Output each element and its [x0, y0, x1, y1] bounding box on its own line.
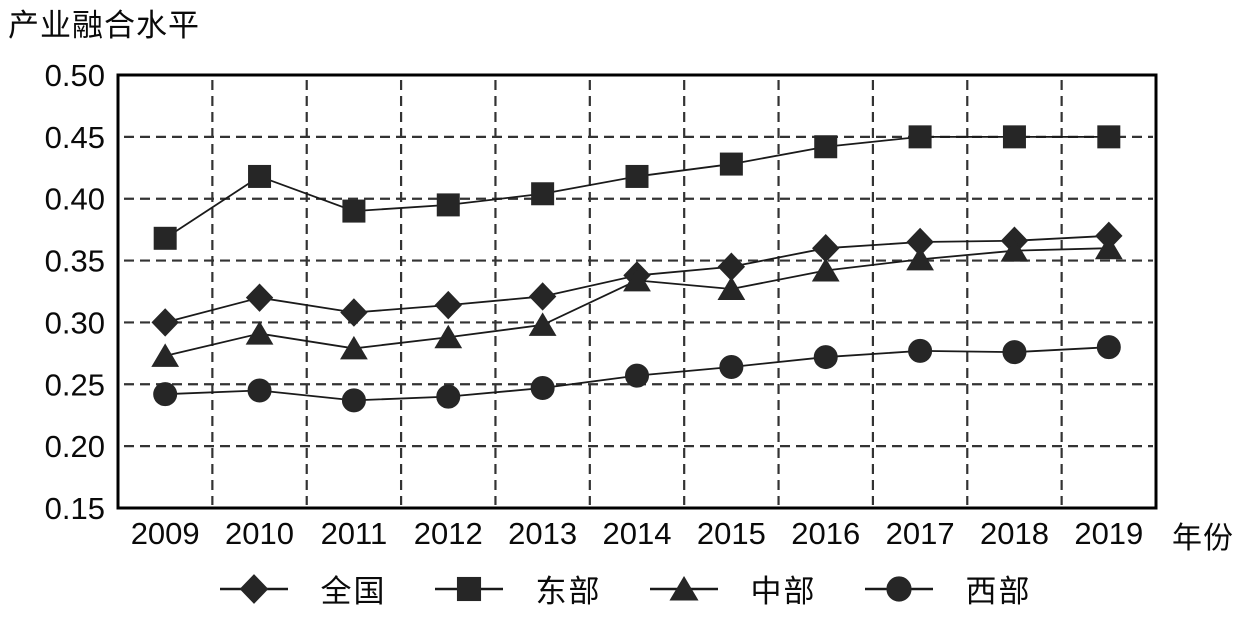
square-marker-icon [153, 226, 177, 250]
legend-item-3: 中部 [648, 566, 817, 611]
diamond-marker-icon [340, 298, 368, 327]
x-axis-tick-label: 2018 [980, 516, 1049, 551]
y-axis-tick-label: 0.25 [45, 367, 105, 402]
x-axis-tick-label: 2019 [1074, 516, 1143, 551]
square-marker-icon [719, 152, 743, 176]
circle-marker-icon [153, 382, 178, 407]
triangle-marker-icon [245, 321, 274, 345]
line-chart-plot: 0.15 0.20 0.25 0.30 0.35 0.40 0.45 0.50 2009 2010… [45, 58, 1158, 551]
y-axis-tick-label: 0.15 [45, 491, 105, 526]
circle-marker-icon [885, 575, 912, 602]
legend-label: 中部 [750, 574, 817, 609]
legend-item-1: 全国 [218, 566, 387, 611]
square-marker-icon [1002, 125, 1026, 149]
triangle-marker-icon [434, 324, 463, 349]
legend-item-4: 西部 [863, 566, 1032, 611]
triangle-marker-icon [717, 276, 746, 301]
x-axis-tick-label: 2011 [321, 516, 388, 551]
legend-item-2: 东部 [433, 566, 602, 611]
legend-label: 东部 [535, 574, 602, 609]
square-marker-icon [436, 193, 460, 217]
legend-key-square [434, 576, 503, 601]
x-axis-tick-label: 2012 [414, 516, 483, 551]
x-axis-tick-label: 2009 [131, 516, 200, 551]
x-axis-tick-label: 2010 [225, 516, 294, 551]
y-axis-tick-label: 0.40 [45, 182, 105, 217]
square-marker-icon [456, 576, 481, 601]
y-axis-tick-label: 0.45 [45, 120, 105, 155]
square-marker-icon [531, 182, 555, 206]
x-axis-tick-label: 2016 [791, 516, 860, 551]
diamond-marker-icon [528, 282, 557, 311]
square-marker-icon [625, 164, 649, 188]
x-axis-tick-label: 2014 [603, 516, 672, 551]
circle-marker-icon [247, 378, 272, 403]
chart-title: 产业融合水平 [8, 8, 200, 43]
x-axis-title: 年份 [1172, 522, 1234, 555]
diamond-marker-icon [151, 308, 179, 337]
circle-marker-icon [436, 384, 461, 409]
triangle-marker-icon [906, 246, 934, 271]
circle-marker-icon [719, 354, 744, 379]
legend-label: 全国 [320, 574, 387, 609]
legend: 全国 东部 中部 西部 [0, 566, 1249, 611]
legend-key-circle [864, 575, 933, 602]
circle-marker-icon [530, 375, 555, 400]
circle-marker-icon [341, 388, 366, 413]
triangle-marker-icon [668, 575, 699, 601]
circle-marker-icon [1002, 340, 1027, 365]
square-marker-icon [814, 135, 838, 159]
diamond-marker-icon [717, 252, 746, 281]
triangle-marker-icon [811, 257, 840, 282]
x-axis-tick-label: 2015 [697, 516, 766, 551]
legend-label: 西部 [965, 574, 1032, 609]
x-axis-tick-label: 2013 [508, 516, 577, 551]
x-axis-tick-label: 2017 [886, 516, 955, 551]
square-marker-icon [1097, 125, 1121, 149]
legend-key-triangle [649, 575, 718, 601]
triangle-marker-icon [528, 312, 557, 336]
triangle-marker-icon [1094, 235, 1123, 260]
diamond-marker-icon [239, 573, 268, 604]
legend-key-diamond [219, 573, 288, 604]
plot-border [116, 73, 1158, 510]
circle-marker-icon [813, 345, 838, 370]
diamond-marker-icon [434, 290, 462, 320]
square-marker-icon [908, 125, 932, 149]
circle-marker-icon [1096, 335, 1121, 360]
circle-marker-icon [625, 363, 649, 388]
square-marker-icon [248, 164, 272, 188]
triangle-marker-icon [151, 343, 180, 367]
y-axis-tick-label: 0.30 [45, 305, 105, 340]
triangle-marker-icon [1000, 238, 1029, 262]
diamond-marker-icon [812, 233, 840, 263]
y-axis-tick-label: 0.20 [45, 429, 105, 464]
circle-marker-icon [908, 338, 933, 363]
square-marker-icon [342, 199, 366, 223]
y-axis-tick-label: 0.50 [45, 58, 105, 93]
triangle-marker-icon [623, 267, 651, 292]
triangle-marker-icon [340, 335, 368, 360]
y-axis-tick-label: 0.35 [45, 244, 105, 279]
diamond-marker-icon [245, 283, 274, 312]
